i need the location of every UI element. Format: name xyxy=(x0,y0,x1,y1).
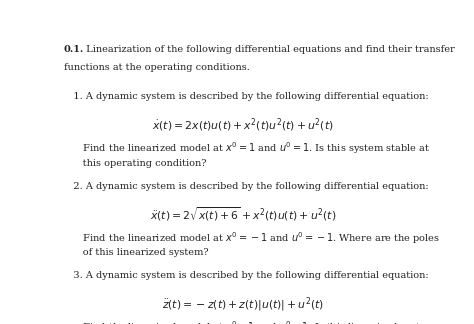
Text: 2. A dynamic system is described by the following differential equation:: 2. A dynamic system is described by the … xyxy=(64,181,428,191)
Text: Find the linearized model at $z^0 = 1$ and $u^0 = 1$. Is this linearized system: Find the linearized model at $z^0 = 1$ a… xyxy=(64,319,436,324)
Text: functions at the operating conditions.: functions at the operating conditions. xyxy=(64,63,249,72)
Text: 0.1.: 0.1. xyxy=(64,45,84,54)
Text: Find the linearized model at $x^0 = -1$ and $u^0 = -1$. Where are the poles: Find the linearized model at $x^0 = -1$ … xyxy=(64,230,440,246)
Text: 3. A dynamic system is described by the following differential equation:: 3. A dynamic system is described by the … xyxy=(64,271,428,280)
Text: 1. A dynamic system is described by the following differential equation:: 1. A dynamic system is described by the … xyxy=(64,92,428,101)
Text: Linearization of the following differential equations and find their transfer: Linearization of the following different… xyxy=(83,45,455,54)
Text: of this linearized system?: of this linearized system? xyxy=(64,248,208,257)
Text: Find the linearized model at $x^0 = 1$ and $u^0 = 1$. Is this system stable at: Find the linearized model at $x^0 = 1$ a… xyxy=(64,141,430,156)
Text: $\ddot{x}(t) = 2\sqrt{x(t)+6} + x^{2}(t)u(t) + u^{2}(t)$: $\ddot{x}(t) = 2\sqrt{x(t)+6} + x^{2}(t)… xyxy=(150,206,336,224)
Text: $\dot{x}(t) = 2x(t)u(t) + x^{2}(t)u^{2}(t) + u^{2}(t)$: $\dot{x}(t) = 2x(t)u(t) + x^{2}(t)u^{2}(… xyxy=(152,116,334,134)
Text: $\ddot{z}(t) = -z(t) + z(t)|u(t)| + u^{2}(t)$: $\ddot{z}(t) = -z(t) + z(t)|u(t)| + u^{2… xyxy=(162,295,324,314)
Text: this operating condition?: this operating condition? xyxy=(64,159,206,168)
